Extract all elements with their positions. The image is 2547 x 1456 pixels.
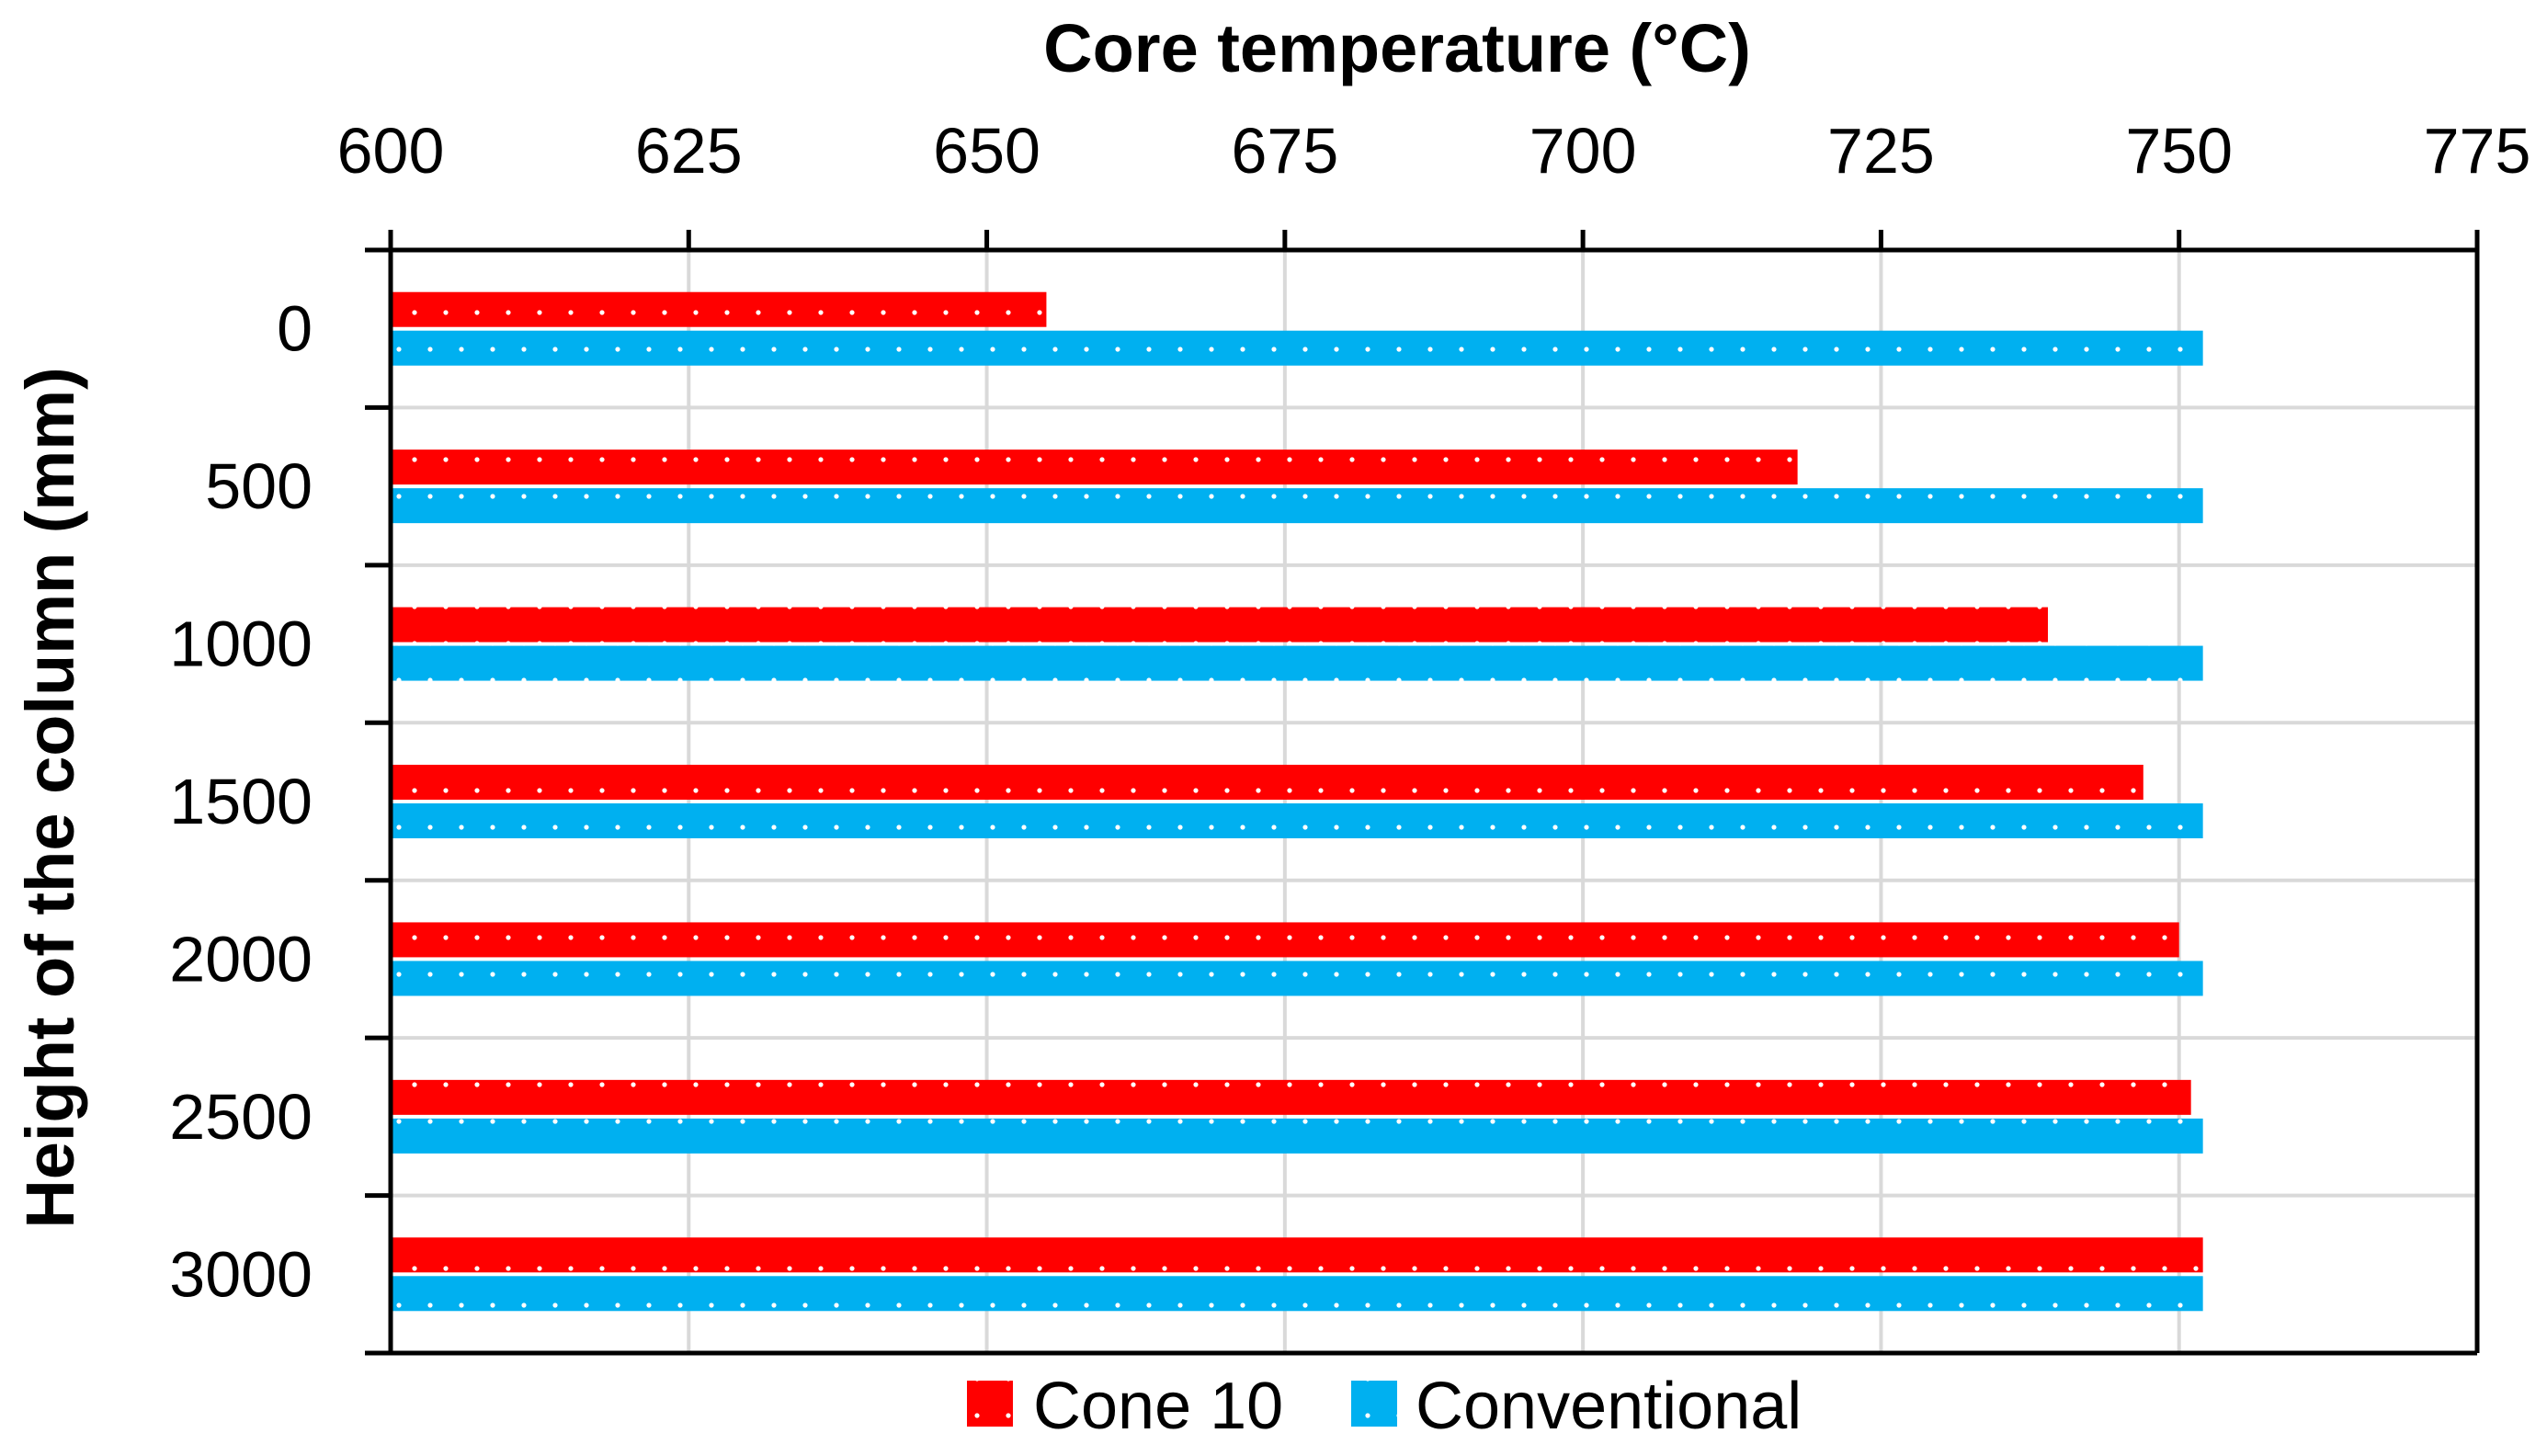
bar-cone-10-3000 xyxy=(391,1237,2203,1273)
y-tick-label: 2000 xyxy=(169,923,313,995)
bar-cone-10-2000 xyxy=(391,922,2179,958)
x-tick-label: 750 xyxy=(2125,115,2233,187)
x-tick-label: 700 xyxy=(1529,115,1637,187)
bar-conventional-1500 xyxy=(391,803,2203,838)
x-tick-label: 725 xyxy=(1827,115,1935,187)
legend-swatch-conventional xyxy=(1351,1381,1397,1427)
gridlines xyxy=(391,250,2477,1353)
bar-cone-10-2500 xyxy=(391,1079,2191,1115)
x-tick-label: 650 xyxy=(933,115,1040,187)
y-tick-label: 500 xyxy=(205,450,313,522)
bar-conventional-2000 xyxy=(391,961,2203,996)
x-tick-label: 775 xyxy=(2424,115,2531,187)
x-axis-title: Core temperature (°C) xyxy=(1043,10,1751,86)
legend-label-conventional: Conventional xyxy=(1416,1370,1802,1443)
x-tick-label: 675 xyxy=(1231,115,1338,187)
y-tick-label: 1000 xyxy=(169,609,313,680)
legend-swatch-cone-10 xyxy=(967,1381,1013,1427)
bar-conventional-3000 xyxy=(391,1276,2203,1312)
y-tick-label: 2500 xyxy=(169,1081,313,1153)
bar-cone-10-1500 xyxy=(391,765,2143,800)
axes xyxy=(365,230,2480,1356)
bar-conventional-500 xyxy=(391,488,2203,524)
y-tick-label: 3000 xyxy=(169,1238,313,1310)
bar-conventional-0 xyxy=(391,330,2203,366)
x-tick-label: 625 xyxy=(635,115,743,187)
y-tick-label: 0 xyxy=(277,293,313,365)
axis-labels: Core temperature (°C) Height of the colu… xyxy=(12,10,2530,1310)
legend-label-cone-10: Cone 10 xyxy=(1033,1370,1283,1443)
bar-cone-10-500 xyxy=(391,449,1798,485)
bars xyxy=(391,291,2203,1312)
bar-cone-10-1000 xyxy=(391,607,2049,643)
bar-conventional-1000 xyxy=(391,645,2203,681)
bar-cone-10-0 xyxy=(391,291,1047,327)
x-tick-label: 600 xyxy=(337,115,445,187)
legend: Cone 10 Conventional xyxy=(967,1370,1802,1443)
bar-conventional-2500 xyxy=(391,1118,2203,1154)
y-axis-title: Height of the column (mm) xyxy=(12,367,88,1228)
y-tick-label: 1500 xyxy=(169,766,313,837)
